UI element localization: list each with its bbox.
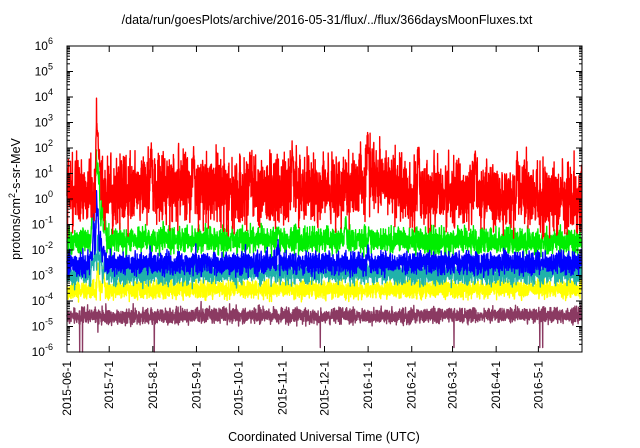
x-axis: 2015-06-1 2015-7-1 2015-8-1 2015-9-1 2015-10… <box>60 46 545 416</box>
chart-title: /data/run/goesPlots/archive/2016-05-31/f… <box>122 13 533 27</box>
x-tick-label: 2015-8-1 <box>146 361 160 409</box>
x-tick-label: 2015-9-1 <box>189 361 203 409</box>
x-tick-label: 2015-12-1 <box>318 361 332 416</box>
series-layer <box>66 97 583 353</box>
y-axis-label-sup: 2 <box>7 193 17 198</box>
series-line-2 <box>66 234 583 291</box>
y-tick-label: 101 <box>35 164 53 181</box>
x-tick-label: 2015-06-1 <box>60 361 74 416</box>
y-tick-label-exponent: 6 <box>48 36 53 46</box>
y-tick-label-exponent: -4 <box>45 291 53 301</box>
x-tick-label: 2016-5-1 <box>531 361 545 409</box>
y-tick-label-base: 10 <box>35 192 49 206</box>
y-axis-label: protons/cm2-s-sr-MeV <box>7 137 23 259</box>
y-tick-label-exponent: -6 <box>45 342 53 352</box>
series-line-5 <box>66 97 583 240</box>
y-tick-label-base: 10 <box>35 141 49 155</box>
y-tick-label: 10-3 <box>32 266 53 283</box>
y-tick-label-base: 10 <box>32 294 46 308</box>
y-tick-label: 10-1 <box>32 215 53 232</box>
y-tick-label: 10-6 <box>32 342 53 359</box>
y-tick-label-base: 10 <box>32 218 46 232</box>
x-tick-label: 2015-7-1 <box>102 361 116 409</box>
y-tick-label-exponent: -2 <box>45 240 53 250</box>
y-axis-label-base: protons/cm <box>9 198 23 260</box>
x-tick-label: 2016-2-1 <box>405 361 419 409</box>
series-line-4 <box>66 189 583 280</box>
x-tick-label: 2016-4-1 <box>489 361 503 409</box>
y-tick-label-exponent: -1 <box>45 215 53 225</box>
y-tick-label-exponent: -5 <box>45 317 53 327</box>
y-axis-label-rest: -s-sr-MeV <box>9 137 23 193</box>
x-tick-label: 2016-1-1 <box>361 361 375 409</box>
y-tick-label-base: 10 <box>35 65 49 79</box>
y-tick-label-exponent: 1 <box>48 164 53 174</box>
y-tick-label: 105 <box>35 62 53 79</box>
y-tick-label-base: 10 <box>35 167 49 181</box>
y-tick-label-exponent: -3 <box>45 266 53 276</box>
y-tick-label: 106 <box>35 36 53 53</box>
x-axis-label: Coordinated Universal Time (UTC) <box>228 430 420 444</box>
y-axis: 10-610-510-410-310-210-11001011021031041… <box>32 36 582 359</box>
y-tick-label-base: 10 <box>35 90 49 104</box>
series-line-3 <box>66 149 583 260</box>
y-tick-label-base: 10 <box>32 243 46 257</box>
x-tick-label: 2015-10-1 <box>232 361 246 416</box>
y-tick-label-exponent: 2 <box>48 138 53 148</box>
y-tick-label: 100 <box>35 189 53 206</box>
y-tick-label-exponent: 3 <box>48 113 53 123</box>
y-tick-label-exponent: 5 <box>48 62 53 72</box>
x-tick-label: 2015-11-1 <box>275 361 289 415</box>
y-tick-label-base: 10 <box>35 116 49 130</box>
x-tick-label: 2016-3-1 <box>446 361 460 409</box>
series-line-0 <box>66 300 583 353</box>
y-tick-label-exponent: 4 <box>48 87 53 97</box>
y-tick-label: 10-5 <box>32 317 53 334</box>
y-tick-label-base: 10 <box>32 345 46 359</box>
y-tick-label-exponent: 0 <box>48 189 53 199</box>
y-tick-label: 104 <box>35 87 53 104</box>
y-tick-label: 103 <box>35 113 53 130</box>
y-tick-label: 10-4 <box>32 291 53 308</box>
y-tick-label-base: 10 <box>32 320 46 334</box>
y-tick-label-base: 10 <box>32 269 46 283</box>
y-tick-label: 10-2 <box>32 240 53 257</box>
series-line-1 <box>66 262 583 303</box>
y-tick-label: 102 <box>35 138 53 155</box>
y-tick-label-base: 10 <box>35 39 49 53</box>
